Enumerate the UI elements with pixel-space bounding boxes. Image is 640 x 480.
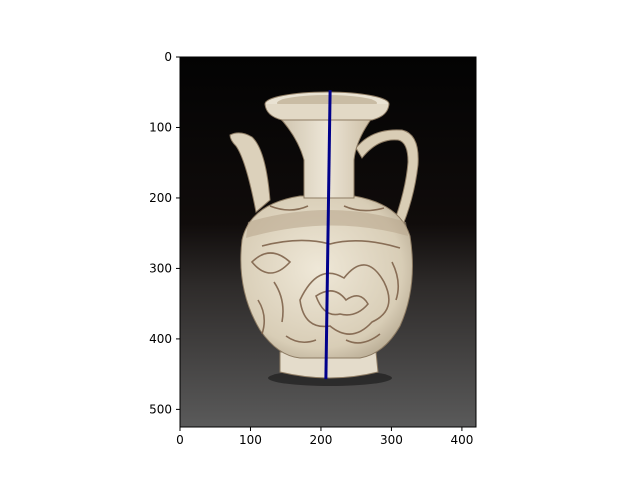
x-tick-label: 200 xyxy=(309,433,332,447)
series-layer xyxy=(324,90,332,380)
y-tick-label: 300 xyxy=(149,261,172,275)
y-axis: 0 100 200 300 400 500 xyxy=(149,50,180,416)
x-tick-label: 100 xyxy=(239,433,262,447)
plot-image xyxy=(180,57,476,427)
axes-frame xyxy=(179,56,477,428)
x-tick-label: 400 xyxy=(450,433,473,447)
y-tick-label: 0 xyxy=(164,50,172,64)
series-line xyxy=(324,90,332,380)
y-tick-label: 200 xyxy=(149,191,172,205)
y-tick-label: 500 xyxy=(149,402,172,416)
y-tick-label: 400 xyxy=(149,332,172,346)
x-tick-label: 300 xyxy=(380,433,403,447)
x-tick-label: 0 xyxy=(176,433,184,447)
x-axis: 0 100 200 300 400 xyxy=(176,427,473,447)
y-tick-label: 100 xyxy=(149,120,172,134)
